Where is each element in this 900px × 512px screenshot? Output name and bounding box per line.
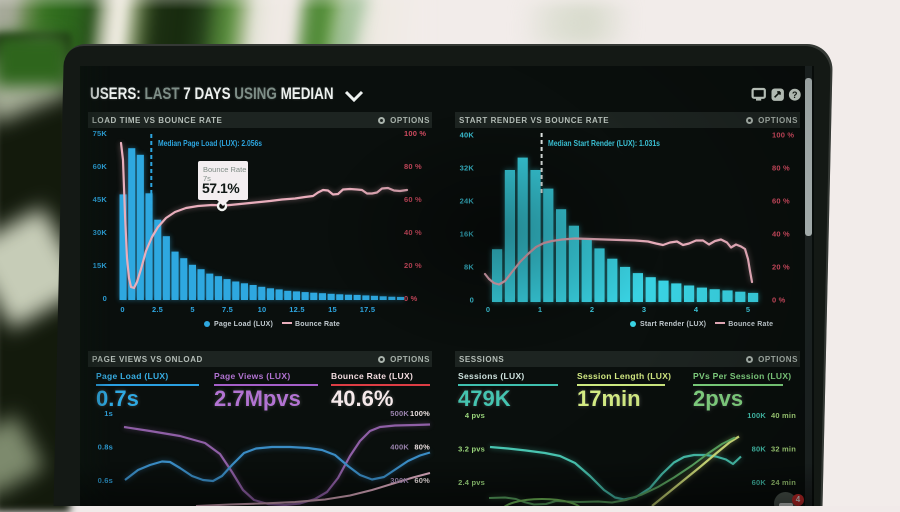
svg-text:1s: 1s (104, 409, 113, 418)
svg-text:80 %: 80 % (772, 164, 790, 173)
svg-text:4 pvs: 4 pvs (465, 411, 485, 420)
svg-text:2: 2 (590, 305, 594, 314)
svg-text:20 %: 20 % (404, 261, 422, 270)
svg-text:300K: 300K (390, 476, 409, 485)
svg-text:16K: 16K (460, 230, 475, 239)
svg-text:80 %: 80 % (404, 162, 422, 171)
svg-text:100K: 100K (747, 411, 766, 420)
svg-text:15K: 15K (93, 261, 108, 270)
svg-text:3.2 pvs: 3.2 pvs (458, 445, 485, 454)
svg-text:60%: 60% (414, 476, 430, 485)
svg-text:7.5: 7.5 (222, 305, 233, 314)
svg-text:17.5: 17.5 (360, 305, 375, 314)
svg-text:8K: 8K (464, 263, 474, 272)
svg-text:20 %: 20 % (772, 263, 790, 272)
svg-text:?: ? (792, 90, 798, 100)
svg-text:4: 4 (694, 305, 699, 314)
svg-text:40K: 40K (460, 131, 475, 140)
svg-text:0: 0 (120, 305, 124, 314)
svg-text:1: 1 (538, 305, 542, 314)
svg-text:80K: 80K (752, 445, 767, 454)
svg-text:40 min: 40 min (771, 411, 796, 420)
svg-text:Median Page Load (LUX): 2.056s: Median Page Load (LUX): 2.056s (158, 139, 262, 148)
svg-text:3: 3 (642, 305, 646, 314)
svg-text:400K: 400K (390, 443, 409, 452)
svg-text:100 %: 100 % (404, 129, 426, 138)
svg-text:0 %: 0 % (772, 296, 786, 305)
svg-text:5: 5 (746, 305, 750, 314)
svg-text:75K: 75K (93, 129, 108, 138)
svg-text:0: 0 (103, 294, 107, 303)
svg-text:60 %: 60 % (772, 197, 790, 206)
svg-text:0: 0 (470, 296, 474, 305)
svg-text:45K: 45K (93, 195, 108, 204)
svg-text:0.6s: 0.6s (98, 476, 113, 485)
svg-text:80%: 80% (414, 443, 430, 452)
svg-text:0 %: 0 % (404, 294, 418, 303)
svg-text:0: 0 (486, 305, 490, 314)
svg-text:32 min: 32 min (771, 445, 796, 454)
svg-text:24 min: 24 min (771, 478, 796, 487)
svg-text:30K: 30K (93, 228, 108, 237)
svg-text:60 %: 60 % (404, 195, 422, 204)
svg-text:Median Start Render (LUX): 1.0: Median Start Render (LUX): 1.031s (548, 139, 660, 148)
svg-text:500K: 500K (390, 409, 409, 418)
svg-text:2.4 pvs: 2.4 pvs (458, 478, 485, 487)
svg-text:100%: 100% (410, 409, 430, 418)
svg-text:40 %: 40 % (772, 230, 790, 239)
svg-text:12.5: 12.5 (289, 305, 304, 314)
svg-text:32K: 32K (460, 164, 475, 173)
svg-text:2.5: 2.5 (152, 305, 163, 314)
svg-text:40 %: 40 % (404, 228, 422, 237)
svg-text:100 %: 100 % (772, 131, 794, 140)
svg-text:24K: 24K (460, 197, 475, 206)
svg-text:60K: 60K (93, 162, 108, 171)
svg-text:60K: 60K (752, 478, 767, 487)
svg-text:15: 15 (328, 305, 337, 314)
svg-text:5: 5 (190, 305, 194, 314)
svg-text:10: 10 (258, 305, 267, 314)
svg-text:0.8s: 0.8s (98, 443, 113, 452)
